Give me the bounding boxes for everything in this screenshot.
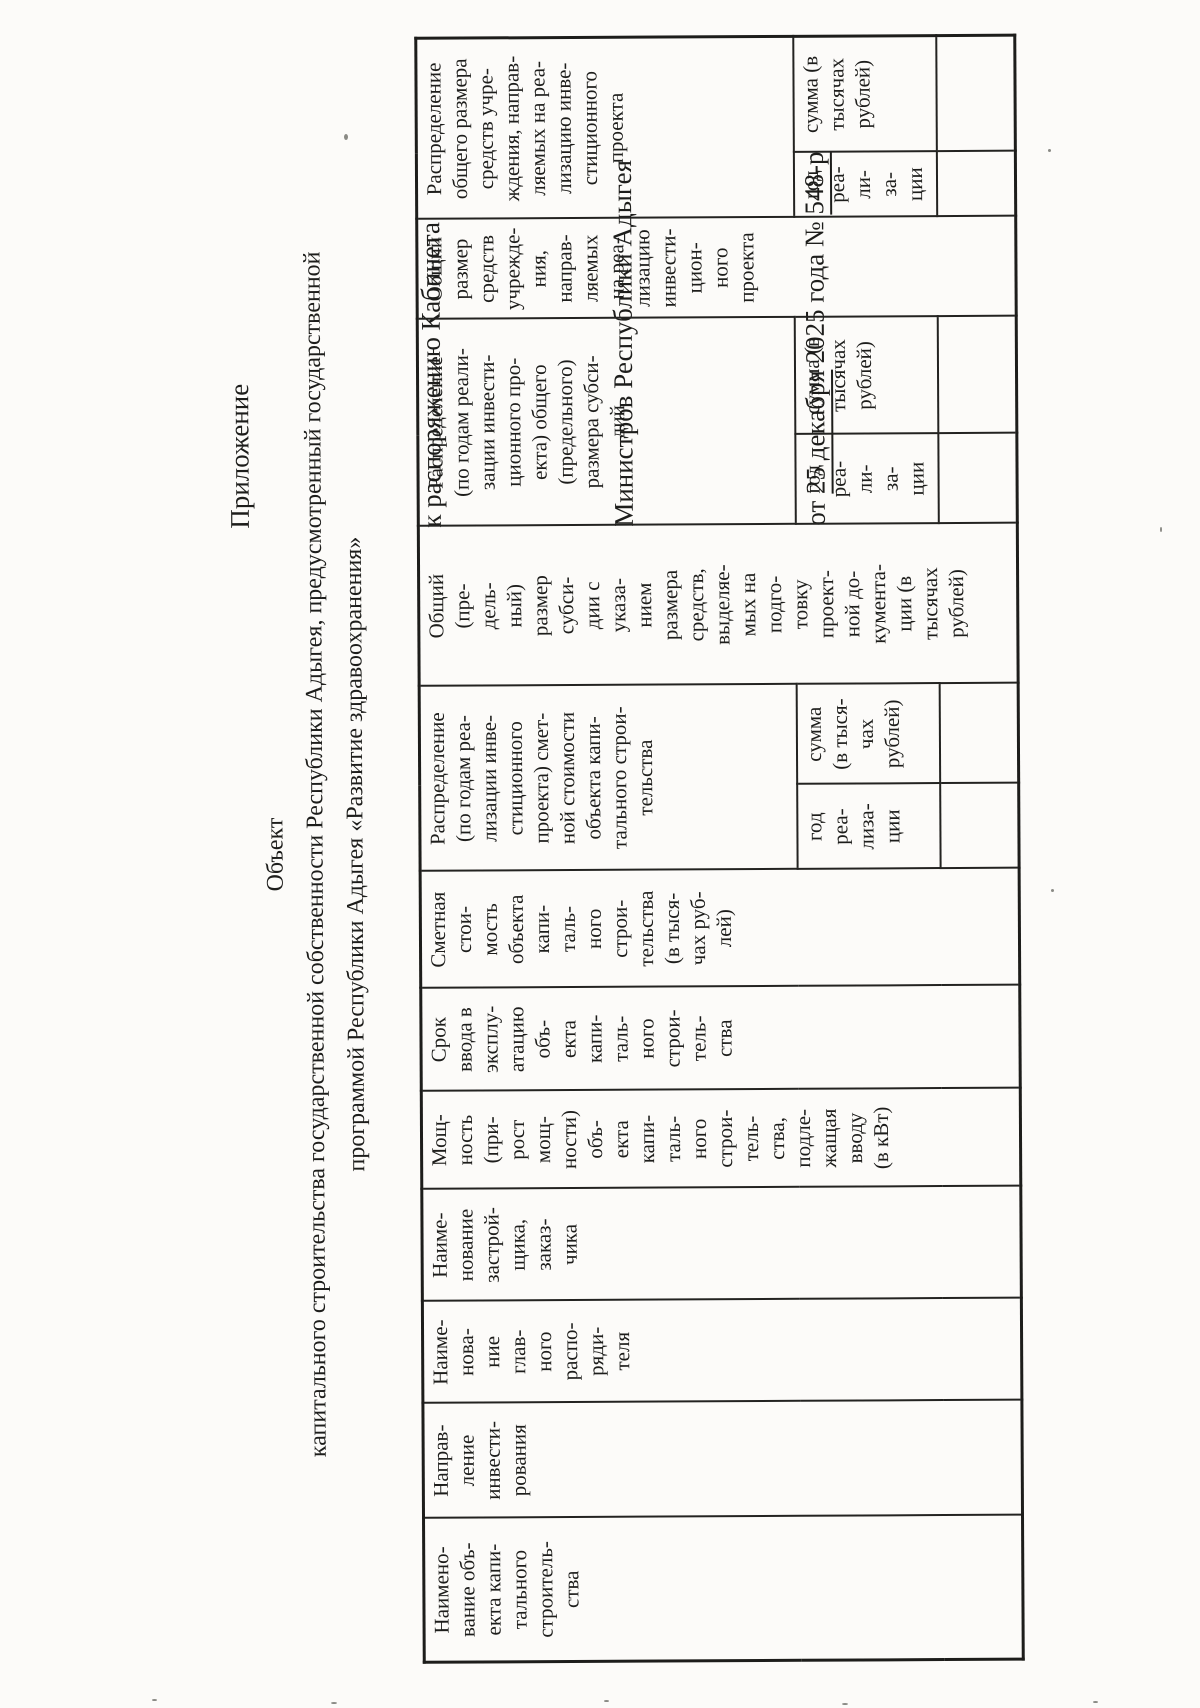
scan-speck: [1093, 1701, 1098, 1703]
data-cell-subsidy-year-empty: [937, 433, 1018, 524]
scan-speck: [344, 134, 348, 140]
scan-speck: [604, 1700, 609, 1702]
scan-speck: [842, 1703, 848, 1705]
scan-speck: [1160, 527, 1162, 532]
col-header-object-name: Наимено- вание объ- екта капи- тального …: [423, 1515, 1024, 1663]
col-header-developer-customer: Наиме- нование застрой- щика, заказ- чик…: [421, 1186, 1022, 1302]
data-cell-institution-sum-empty: [935, 35, 1016, 152]
col-header-chief-administrator: Наиме- нова- ние глав- ного распо- ряди-…: [422, 1298, 1022, 1404]
title-line-description: капитального строительства государственн…: [299, 251, 332, 1458]
subcol-header-cost-sum: сумма (в тыся- чах рублей): [796, 683, 940, 785]
col-header-subsidy-distribution-by-year: Распределение (по годам реали- зации инв…: [417, 317, 796, 527]
col-header-investment-direction: Направ- ление инвести- рования: [422, 1400, 1023, 1519]
scan-speck: [1048, 149, 1051, 152]
subcol-header-subsidy-year: год реа- ли- за- ции: [794, 433, 939, 525]
col-header-estimated-cost: Сметная стои- мость объекта капи- таль- …: [420, 868, 1020, 989]
scan-speck: [331, 1702, 337, 1704]
col-header-cost-distribution-by-year: Распределение (по годам реа- лизации инв…: [419, 684, 798, 872]
subcol-header-institution-sum: сумма (в тысячах рублей): [792, 35, 937, 153]
data-cell-cost-sum-empty: [939, 683, 1019, 784]
data-cell-cost-year-empty: [939, 783, 1020, 869]
data-cell-institution-year-empty: [936, 151, 1016, 217]
document-title: Объект капитального строительства госуда…: [251, 42, 380, 1667]
capital-construction-table: Наимено- вание объ- екта капи- тального …: [414, 33, 1025, 1664]
col-header-subsidy-total-size: Общий (пре- дель- ный) размер субси- дии…: [418, 523, 1019, 687]
subcol-header-cost-year: год реа- лиза- ции: [796, 783, 941, 870]
subcol-header-institution-year: год реа- ли- за- ции: [793, 151, 937, 218]
scan-speck: [1051, 889, 1054, 892]
col-header-commissioning-term: Срок ввода в эксплу- атацию объ- екта ка…: [420, 985, 1021, 1092]
title-line-program: программой Республики Адыгея «Развитие з…: [340, 536, 371, 1172]
subcol-header-subsidy-sum: сумма (в тысячах рублей): [794, 316, 938, 435]
data-cell-subsidy-sum-empty: [937, 316, 1017, 434]
col-header-institution-funds-total: Общий размер средств учрежде- ния, напра…: [416, 216, 1017, 320]
col-header-institution-funds-distribution: Распределение общего размера средств учр…: [415, 36, 794, 220]
col-header-capacity: Мощ- ность (при- рост мощ- ности) объ- е…: [421, 1088, 1021, 1190]
scan-speck: [152, 1699, 157, 1701]
